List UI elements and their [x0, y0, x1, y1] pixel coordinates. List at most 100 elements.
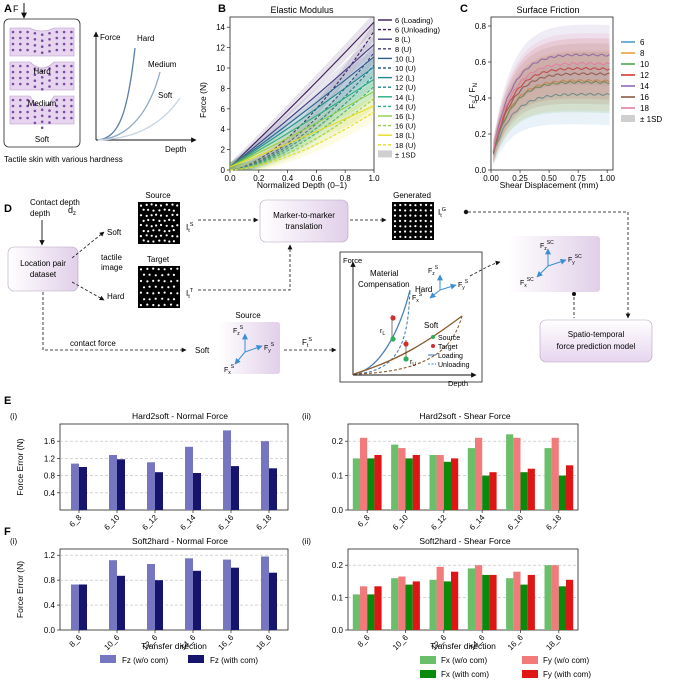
marker-dot: [159, 214, 163, 217]
marker-dot: [157, 291, 160, 294]
chart-b-legend-label: 6 (Loading): [395, 16, 433, 25]
marker-dot: [62, 116, 66, 120]
bar-chart-sublabel: (i): [10, 412, 17, 421]
marker-dot: [19, 64, 22, 68]
marker-dot: [48, 109, 51, 112]
marker-dot: [409, 204, 412, 207]
marker-dot: [409, 236, 412, 239]
bar-chart-xtick-label: 8_6: [68, 633, 84, 649]
bar-chart-xtick-label: 6_16: [506, 513, 525, 532]
chart-c-legend-label: 12: [640, 71, 649, 80]
legend-swatch-fz-wo: [100, 655, 116, 663]
marker-dot: [176, 204, 179, 207]
a-curve-hard: [97, 47, 136, 141]
legend-label-fx-wo: Fx (w/o com): [441, 656, 488, 665]
chart-c-ytick-label: 0.2: [475, 130, 487, 139]
chart-c-ytick-label: 0.4: [475, 94, 487, 103]
marker-dot: [26, 70, 29, 74]
marker-dot: [11, 30, 15, 34]
bar: [147, 564, 155, 630]
marker-dot: [171, 225, 174, 228]
chart-c-sd-band: [493, 63, 610, 166]
mc-fx-arrow: [429, 289, 441, 299]
legend-label-fy-wo: Fy (w/o com): [543, 656, 590, 665]
marker-dot: [429, 220, 432, 223]
membrane-sample: [9, 61, 75, 91]
bar: [566, 579, 574, 630]
bar-chart-xtick-label: 6_14: [468, 513, 487, 532]
chart-c-xtick-label: 0.00: [483, 174, 499, 183]
mc-legend-target-dot: [431, 344, 435, 348]
chart-b-legend-label: 6 (Unloading): [395, 26, 441, 35]
source-force-box: [218, 322, 280, 374]
generated-markers: [393, 203, 433, 239]
bar: [79, 467, 87, 510]
chart-b-xtick-label: 0.2: [253, 174, 265, 183]
chart-b-ytick-label: 2: [221, 146, 226, 155]
marker-dot: [176, 267, 179, 270]
mc-ru-label: rU: [410, 359, 416, 368]
mc-target-pt-1: [390, 315, 396, 321]
marker-dot: [40, 108, 44, 112]
chart-c-ytick-label: 0.8: [475, 22, 487, 31]
marker-dot: [142, 219, 145, 222]
marker-dot: [404, 235, 407, 239]
bar-chart-ylabel: Force Error (N): [15, 438, 25, 495]
marker-dot: [55, 42, 59, 46]
chart-c-xlabel: Shear Displacement (mm): [500, 180, 599, 190]
marker-dot: [168, 218, 171, 221]
bar-chart-ytick-label: 0.8: [44, 576, 56, 585]
mc-fz-label: FzS: [428, 265, 439, 277]
bar: [374, 586, 382, 630]
bar: [544, 565, 552, 630]
mc-hard-label: Hard: [415, 285, 432, 294]
marker-dot: [11, 104, 15, 108]
marker-dot: [62, 70, 66, 74]
marker-dot: [425, 203, 428, 206]
gen-dot-connector: [463, 209, 469, 215]
marker-dot: [11, 98, 15, 102]
mc-legend-loading: Loading: [438, 353, 463, 360]
panel-a: A F Hard Medium Soft Tactile skin with v…: [3, 3, 197, 164]
marker-dot: [158, 239, 161, 242]
marker-dot: [163, 239, 166, 242]
marker-dot: [168, 229, 171, 233]
marker-dot: [146, 267, 149, 270]
chart-b-sd-band: [230, 57, 374, 170]
bar: [527, 574, 535, 630]
bar-chart-ytick-label: 1.2: [44, 454, 56, 463]
marker-dot: [26, 104, 29, 108]
marker-dot: [404, 209, 407, 212]
tactile-label-1: tactile: [101, 253, 122, 262]
chart-c-legend-label: 6: [640, 38, 645, 47]
ft-s-label: FtS: [302, 337, 312, 349]
marker-dot: [419, 209, 422, 212]
marker-dot: [419, 230, 422, 233]
marker-dot: [33, 103, 37, 107]
marker-dot: [154, 274, 157, 277]
force-arrow-label: F: [13, 4, 19, 14]
marker-dot: [19, 42, 22, 46]
bar: [520, 472, 528, 510]
bar: [443, 461, 451, 510]
chart-b-legend-label: 18 (U): [395, 141, 416, 150]
bar-chart-ytick-label: 0.4: [44, 601, 56, 610]
marker-dot: [163, 268, 166, 271]
bar-chart-xtick-label: 10_6: [102, 633, 121, 652]
marker-dot: [404, 225, 407, 228]
chart-b-legend-label: 14 (L): [395, 93, 415, 102]
marker-dot: [399, 214, 402, 217]
chart-b-xlabel: Normalized Depth (0–1): [257, 180, 347, 190]
marker-dot: [40, 76, 44, 79]
bar-charts: (i) Hard2soft - Normal Force 0.4 0.8 1.2 1.6 6…: [10, 411, 579, 652]
mc-legend-unloading: Unloading: [438, 362, 470, 369]
marker-dot: [419, 214, 422, 217]
bar-chart-xtick-label: 8_6: [356, 633, 372, 649]
marker-dot: [142, 286, 146, 289]
marker-dot: [145, 203, 148, 206]
bar-chart-title: Hard2soft - Shear Force: [419, 411, 510, 421]
mc-soft-label: Soft: [424, 321, 439, 330]
marker-dot: [176, 213, 179, 216]
marker-dot: [40, 120, 44, 124]
chart-c-ylabel: FS / FN: [467, 83, 479, 109]
